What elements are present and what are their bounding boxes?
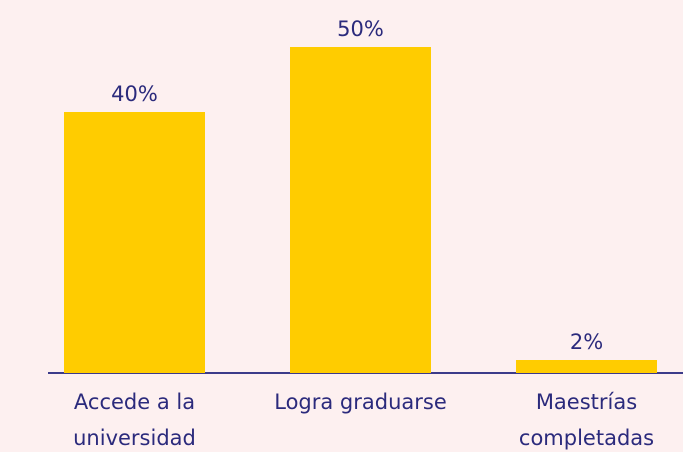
- x-tick-label: Maestrías completadas: [518, 390, 655, 450]
- value-label: 2%: [569, 329, 604, 354]
- bar: [290, 47, 431, 373]
- bar: [516, 359, 657, 373]
- x-tick-label: Accede a la universidad: [73, 390, 196, 450]
- value-label: 50%: [337, 17, 384, 41]
- x-tick-label: Logra graduarse: [274, 390, 447, 414]
- value-label: 40%: [111, 82, 158, 107]
- x-axis-line: [48, 372, 683, 374]
- bar: [64, 112, 205, 373]
